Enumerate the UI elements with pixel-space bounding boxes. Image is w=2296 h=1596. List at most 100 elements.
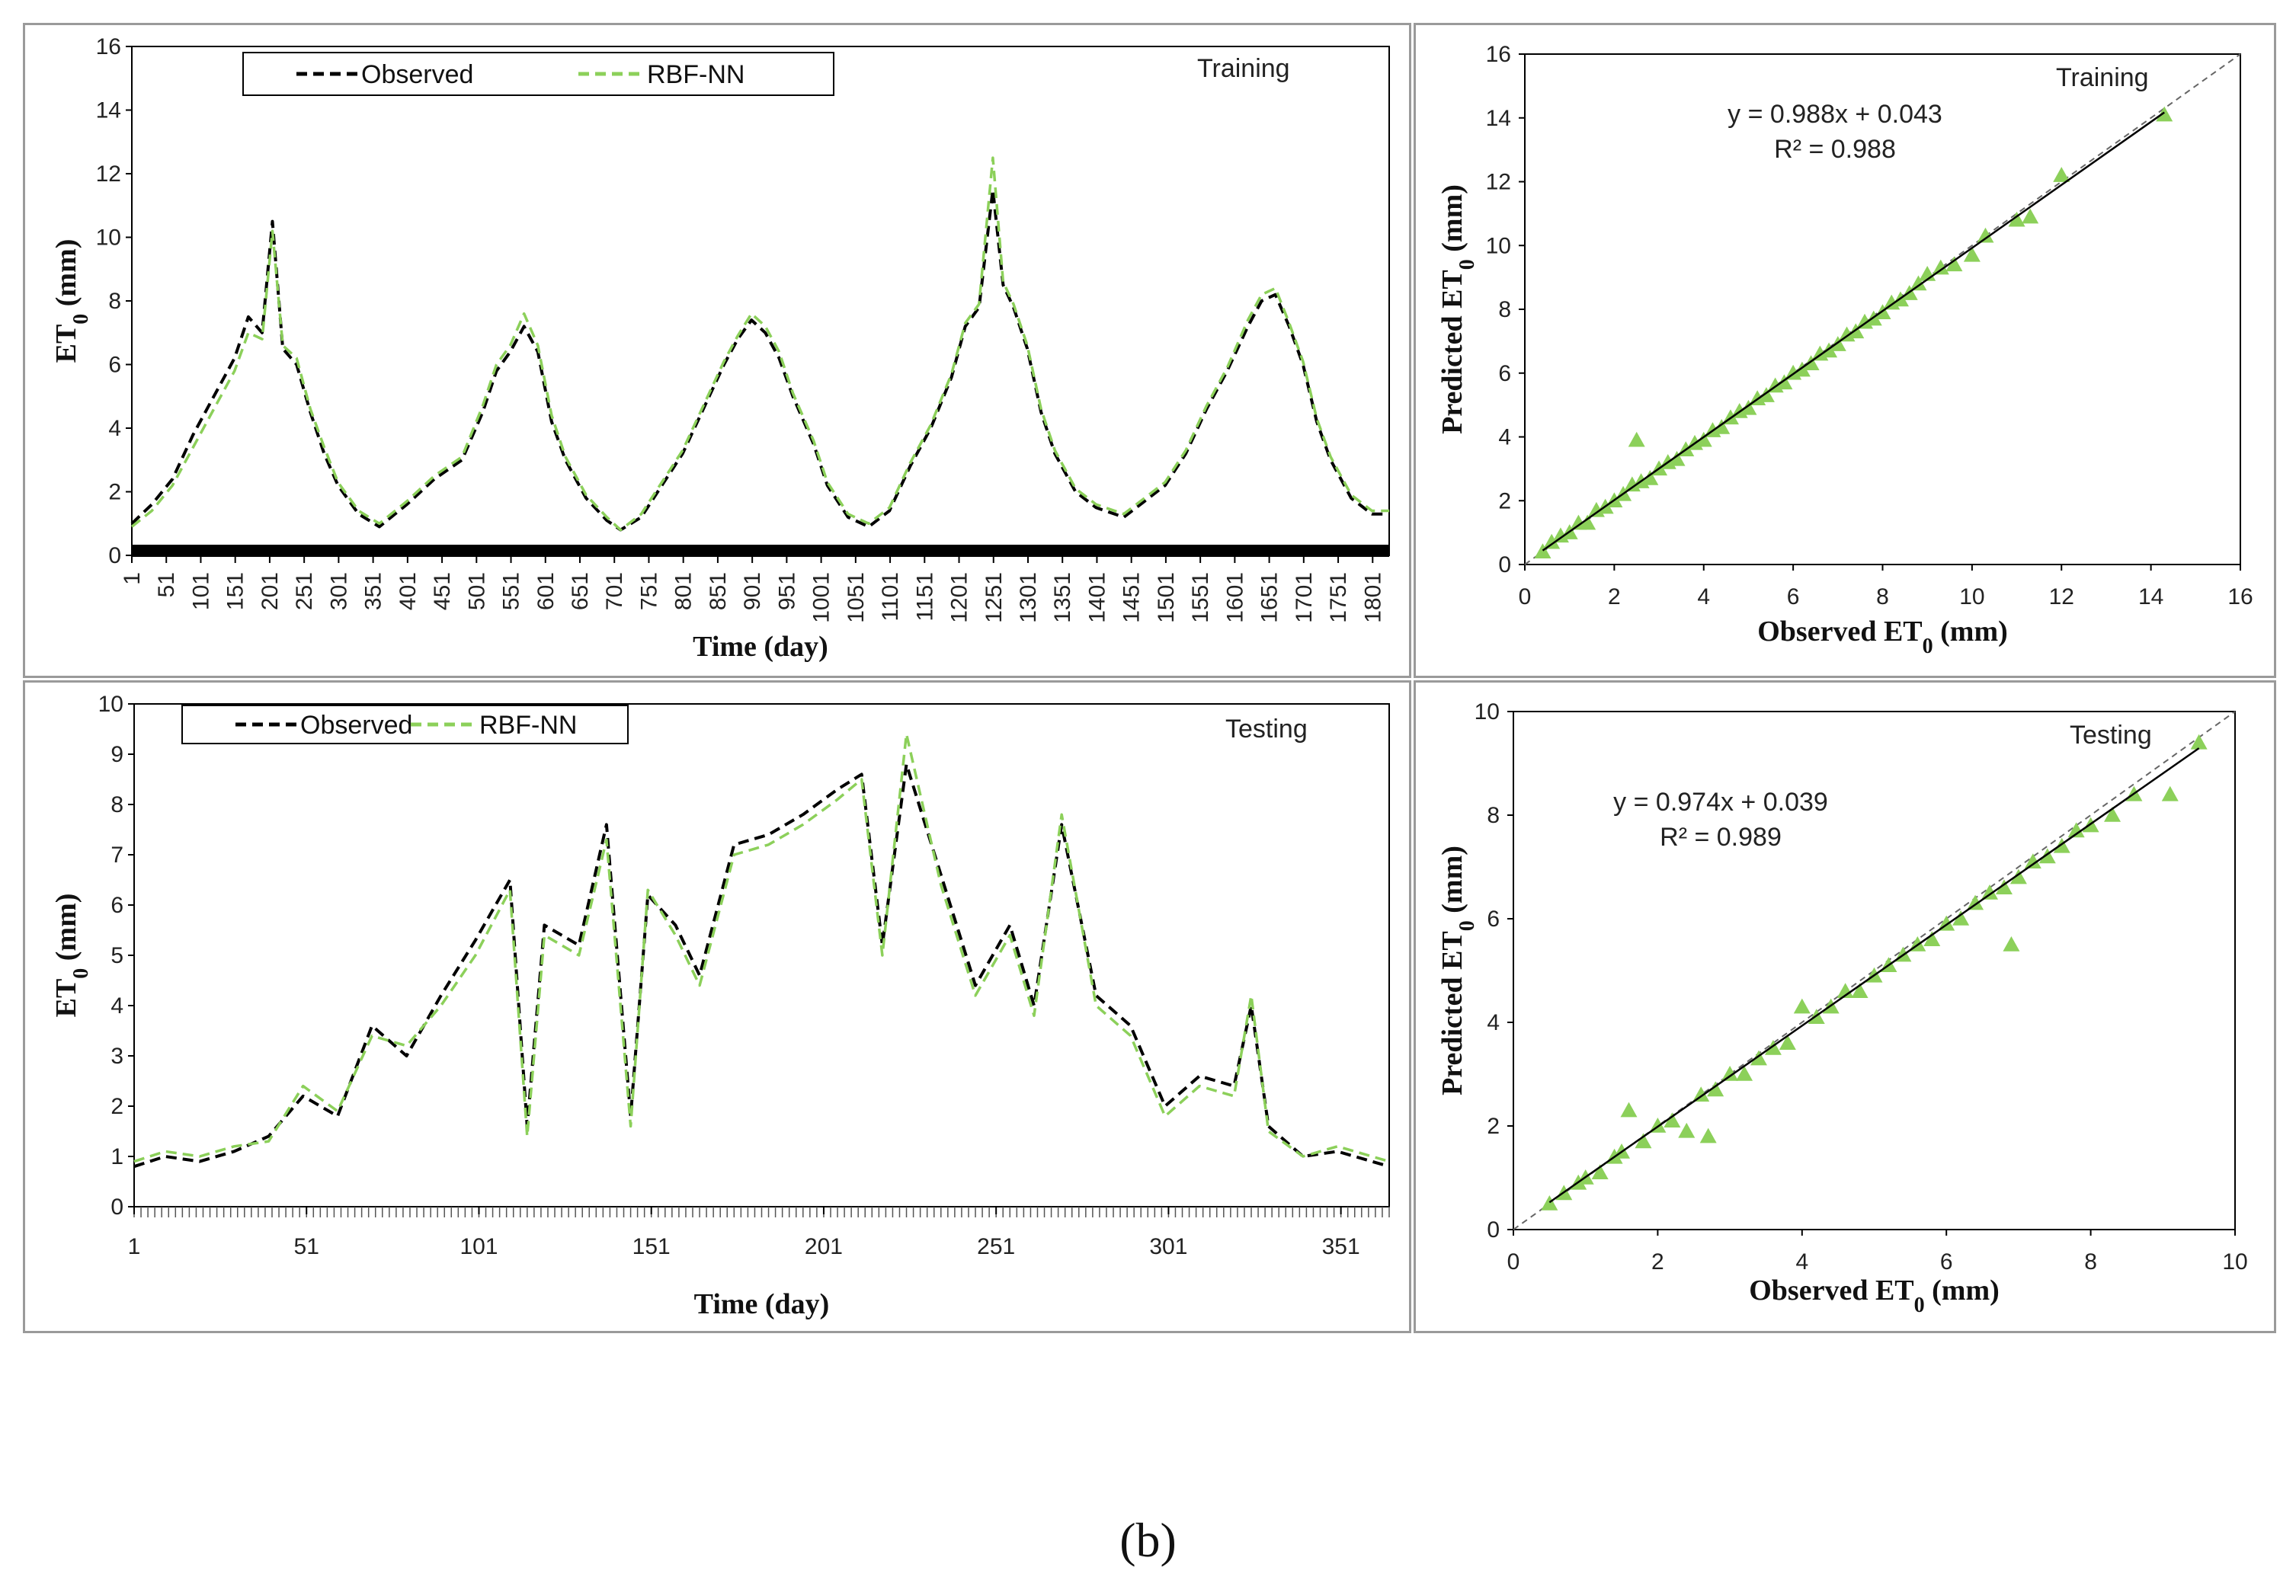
scatter-point — [1851, 983, 1869, 998]
y-axis-label: Predicted ET0 (mm) — [1436, 846, 1479, 1095]
x-tick-label: 4 — [1697, 584, 1710, 609]
plot-frame — [131, 46, 1390, 556]
scatter-point — [1764, 1040, 1782, 1055]
x-tick-label: 1651 — [1257, 572, 1282, 623]
panel-training-timeseries: 0 2 4 6 8 10 12 14 16 1 51 101 151 201 251 301 351 401 451… — [23, 23, 1411, 678]
y-tick-label: 5 — [110, 943, 123, 968]
x-tick-label: 451 — [430, 572, 455, 610]
y-tick-label: 10 — [1486, 233, 1511, 258]
training-scatter-chart: 0 2 4 6 8 10 12 14 16 0 2 4 6 8 10 12 14 16 Training y = 0.… — [1436, 42, 2253, 658]
x-tick-label: 1501 — [1154, 572, 1179, 623]
x-tick-label: 0 — [1507, 1249, 1520, 1275]
x-tick-label: 12 — [2049, 584, 2074, 609]
x-tick-label: 351 — [1322, 1234, 1360, 1259]
legend-label-observed: Observed — [361, 60, 473, 89]
legend-label-observed: Observed — [300, 711, 412, 740]
x-tick-label: 10 — [1959, 584, 1984, 609]
x-tick-label: 701 — [602, 572, 627, 610]
x-tick-label: 501 — [464, 572, 489, 610]
scatter-point — [2053, 167, 2070, 182]
plot-frame — [133, 703, 1390, 1207]
x-tick-label: 601 — [533, 572, 559, 610]
x-tick-label: 201 — [258, 572, 283, 610]
r-squared: R² = 0.989 — [1660, 823, 1782, 852]
y-axis-label: Predicted ET0 (mm) — [1436, 184, 1479, 434]
scatter-point — [1664, 1112, 1681, 1127]
scatter-point — [1736, 1066, 1753, 1081]
x-tick-label: 1201 — [947, 572, 972, 623]
scatter-point — [1678, 1122, 1696, 1138]
x-tick-label: 1751 — [1326, 572, 1351, 623]
x-tick-label: 251 — [977, 1234, 1015, 1259]
x-tick-label: 751 — [636, 572, 661, 610]
x-tick-label: 4 — [1795, 1249, 1808, 1275]
scatter-point — [2038, 848, 2056, 864]
x-axis-label: Observed ET0 (mm) — [1749, 1275, 2000, 1317]
regression-line — [1542, 111, 2165, 552]
scatter-point — [1967, 894, 1984, 910]
y-tick-label: 6 — [1487, 907, 1500, 932]
scatter-point — [1945, 256, 1963, 272]
y-tick-label: 8 — [1498, 297, 1511, 322]
x-tick-label: 1351 — [1050, 572, 1075, 623]
x-tick-label: 1051 — [844, 572, 869, 623]
scatter-point — [1692, 1086, 1710, 1102]
scatter-point — [2104, 807, 2121, 822]
plot-frame — [1513, 711, 2236, 1230]
scatter-point — [1802, 355, 1820, 370]
scatter-point — [1750, 1050, 1767, 1066]
x-tick-label: 14 — [2138, 584, 2163, 609]
scatter-point — [1963, 246, 1981, 262]
x-tick-label: 8 — [1876, 584, 1889, 609]
x-tick-label: 1001 — [809, 572, 834, 623]
y-tick-label: 4 — [110, 993, 123, 1019]
scatter-point — [2053, 837, 2070, 853]
one-to-one-line — [1513, 711, 2236, 1230]
x-tick-label: 1801 — [1360, 572, 1385, 623]
y-tick-label: 0 — [1487, 1217, 1500, 1243]
scatter-point — [1713, 418, 1731, 434]
panel-annotation: Testing — [2070, 721, 2152, 750]
scatter-point — [1740, 399, 1757, 415]
x-tick-label: 1101 — [878, 572, 903, 622]
x-tick-label: 351 — [361, 572, 386, 610]
legend-box — [181, 705, 629, 744]
scatter-point — [1910, 275, 1927, 291]
y-tick-label: 0 — [110, 1195, 123, 1220]
y-tick-label: 10 — [96, 225, 121, 251]
y-tick-label: 7 — [110, 843, 123, 868]
y-tick-label: 6 — [110, 893, 123, 918]
series-line-rbf-nn — [130, 156, 1389, 532]
x-tick-label: 10 — [2222, 1249, 2247, 1275]
scatter-point — [1721, 1066, 1739, 1081]
scatter-point — [1757, 387, 1775, 402]
x-tick-label: 16 — [2227, 584, 2253, 609]
legend-label-rbf-nn: RBF-NN — [647, 60, 745, 89]
figure-caption: (b) — [1119, 1513, 1177, 1567]
y-axis-label: ET0 (mm) — [50, 894, 93, 1018]
scatter-point — [1541, 1195, 1558, 1211]
y-tick-label: 4 — [1498, 425, 1511, 450]
y-tick-label: 0 — [1498, 552, 1511, 577]
series-line-observed — [133, 763, 1390, 1169]
y-tick-label: 4 — [1487, 1010, 1500, 1035]
y-tick-label: 4 — [108, 416, 121, 441]
r-squared: R² = 0.988 — [1774, 135, 1896, 164]
regression-line — [1548, 747, 2200, 1204]
x-tick-label: 0 — [1519, 584, 1532, 609]
y-tick-label: 16 — [1486, 42, 1511, 67]
x-tick-label: 2 — [1608, 584, 1621, 609]
scatter-point — [1641, 469, 1659, 485]
y-tick-label: 8 — [110, 792, 123, 817]
x-tick-label: 301 — [326, 572, 351, 610]
legend-box — [242, 52, 834, 96]
series-line-rbf-nn — [133, 732, 1390, 1163]
scatter-point — [2067, 822, 2085, 838]
scatter-point — [1591, 1164, 1609, 1179]
y-tick-label: 12 — [96, 162, 121, 187]
scatter-point — [2190, 734, 2208, 750]
panel-annotation: Training — [2056, 63, 2149, 92]
y-tick-label: 9 — [110, 742, 123, 767]
series-line-observed — [130, 187, 1389, 532]
